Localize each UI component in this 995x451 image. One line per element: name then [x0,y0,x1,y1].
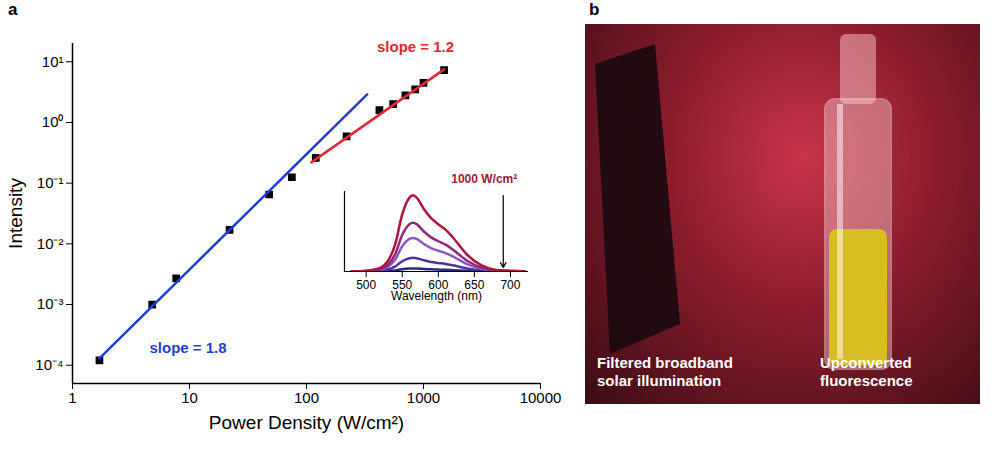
svg-text:1000: 1000 [407,389,440,406]
svg-text:10⁻⁴: 10⁻⁴ [35,356,63,373]
svg-text:1: 1 [68,389,76,406]
html-text:b: b [589,0,600,19]
svg-text:600: 600 [428,278,449,292]
svg-text:1000 W/cm²: 1000 W/cm² [451,172,517,186]
svg-text:10⁻¹: 10⁻¹ [37,174,64,191]
svg-text:Wavelength (nm): Wavelength (nm) [391,289,482,303]
html-text:a: a [8,0,18,19]
html-text:Upconverted fluorescence: Upconverted fluorescence [820,354,913,389]
svg-text:10⁰: 10⁰ [42,113,64,130]
svg-text:650: 650 [464,278,485,292]
html-text:Filtered broadband solar illum: Filtered broadband solar illumination [597,354,733,389]
svg-text:10¹: 10¹ [42,53,64,70]
svg-text:10000: 10000 [520,389,562,406]
svg-text:Power Density (W/cm²): Power Density (W/cm²) [209,412,404,433]
svg-text:10: 10 [181,389,198,406]
svg-text:slope = 1.8: slope = 1.8 [149,339,226,356]
svg-text:10⁻²: 10⁻² [37,235,64,252]
svg-text:550: 550 [392,278,413,292]
svg-text:700: 700 [500,278,520,292]
svg-text:10⁻³: 10⁻³ [37,295,64,312]
svg-text:100: 100 [294,389,319,406]
svg-text:Intensity: Intensity [5,178,26,249]
svg-text:500: 500 [356,278,376,292]
svg-text:slope = 1.2: slope = 1.2 [377,38,454,55]
